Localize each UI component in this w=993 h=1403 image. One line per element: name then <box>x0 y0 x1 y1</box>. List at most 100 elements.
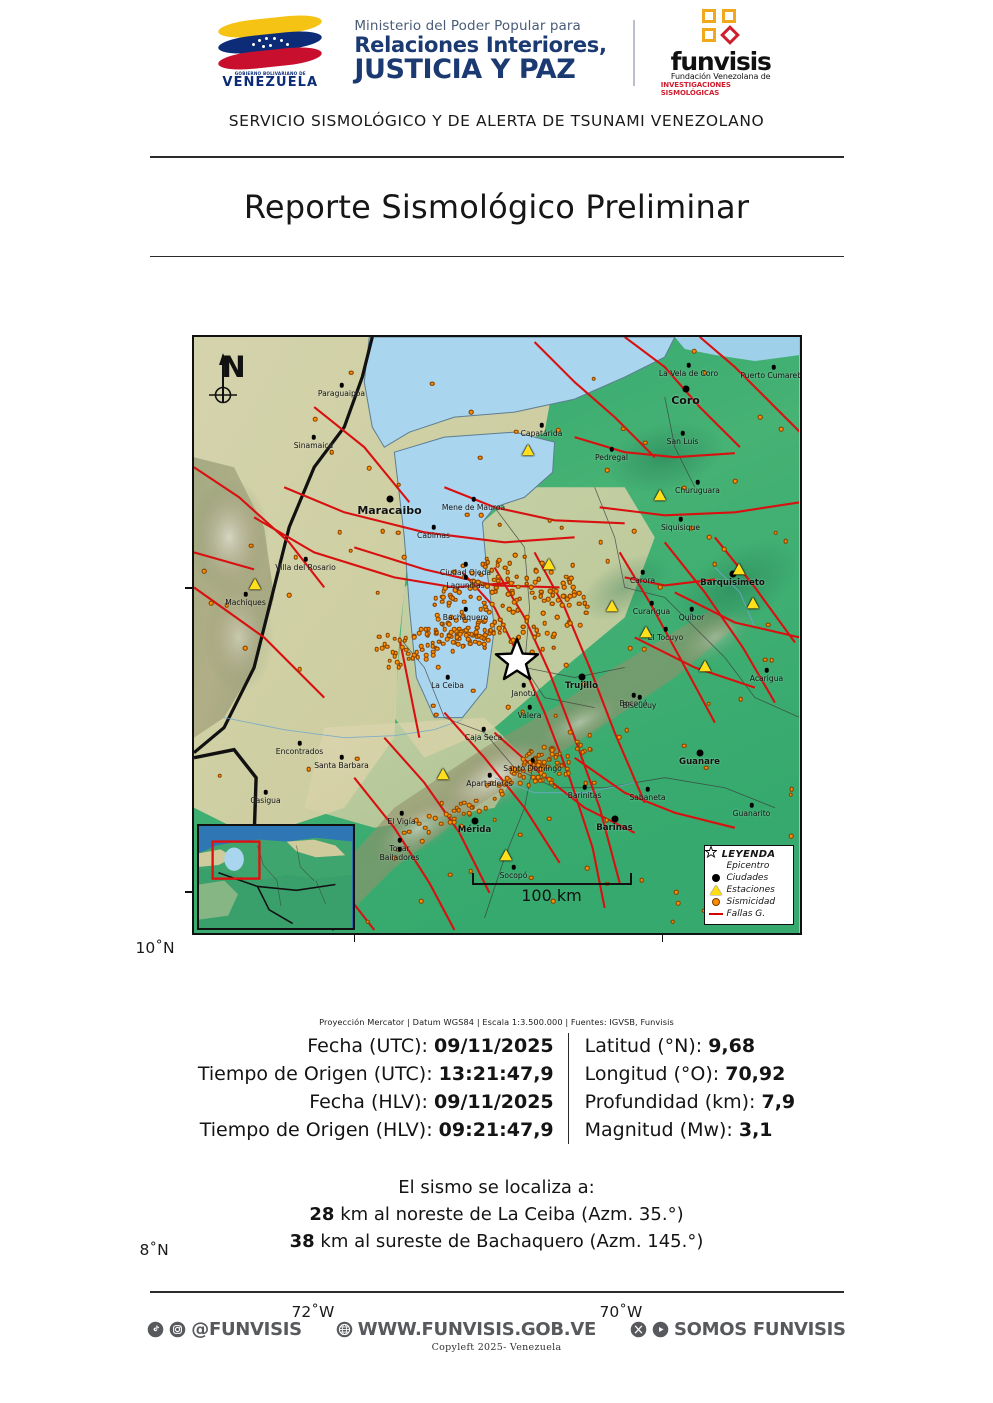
seismicity-point <box>424 632 430 637</box>
seismicity-point <box>354 756 360 761</box>
seismicity-point <box>495 562 500 568</box>
station-triangle-icon <box>605 600 618 612</box>
city-dot <box>645 786 650 792</box>
location-text-1: km al noreste de La Ceiba (Azm. 35.°) <box>340 1204 684 1226</box>
x-twitter-icon[interactable] <box>630 1321 647 1338</box>
seismicity-point <box>386 664 392 670</box>
social-group-instagram[interactable]: @FUNVISIS <box>147 1319 302 1340</box>
seismicity-point <box>477 640 482 646</box>
city-label: Apartaderos <box>466 779 513 789</box>
longitude-tick-70w: 70˚W <box>599 1303 643 1322</box>
seismicity-point <box>673 889 679 895</box>
city-dot <box>578 673 585 681</box>
seismicity-point <box>529 749 534 755</box>
seismicity-point <box>425 642 430 648</box>
seismicity-point <box>682 743 687 749</box>
seismicity-point <box>540 611 546 616</box>
city-dot <box>487 772 492 778</box>
instagram-icon[interactable] <box>169 1321 186 1338</box>
seismicity-point <box>565 766 570 771</box>
seismicity-point <box>468 594 474 600</box>
seismicity-point <box>577 601 582 606</box>
seismicity-point <box>676 901 681 906</box>
social-group-website[interactable]: WWW.FUNVISIS.GOB.VE <box>336 1319 596 1340</box>
city-dot <box>463 561 468 567</box>
social-label-instagram[interactable]: @FUNVISIS <box>191 1318 302 1340</box>
seismicity-point <box>495 574 501 580</box>
seismicity-point <box>365 919 370 925</box>
legend-label-epicentro: Epicentro <box>726 861 770 872</box>
seismicity-point <box>449 615 454 620</box>
tiktok-icon[interactable] <box>147 1321 164 1338</box>
social-label-youtube[interactable]: SOMOS FUNVISIS <box>673 1318 846 1340</box>
seismicity-point <box>522 554 527 560</box>
city-dot <box>511 864 516 870</box>
seismicity-map[interactable]: Paraguaipoa Sinamaica Maracaibo Villa del R… <box>191 335 802 936</box>
legend-title: LEYENDA <box>721 849 776 861</box>
seismicity-point <box>406 656 411 661</box>
city-dot <box>637 694 642 700</box>
city-dot <box>297 740 302 746</box>
seismicity-point <box>539 589 544 595</box>
seismicity-point <box>545 597 551 602</box>
divider-footer <box>149 1291 844 1293</box>
seismicity-point <box>733 478 738 484</box>
city-dot <box>445 674 450 680</box>
seismicity-point <box>567 580 572 585</box>
station-triangle-icon <box>732 563 745 575</box>
param-value: 70,92 <box>725 1063 786 1086</box>
seismicity-point <box>639 877 644 883</box>
latitude-tick-10n: 10˚N <box>135 939 175 958</box>
seismicity-point <box>397 637 402 643</box>
legend-label-fallas: Fallas G. <box>726 909 766 920</box>
seismicity-point <box>550 592 555 598</box>
copyleft-notice: Copyleft 2025- Venezuela <box>431 1341 562 1353</box>
seismicity-point <box>559 602 565 608</box>
seismicity-point <box>396 482 402 487</box>
city-label: Lagunillas <box>446 581 485 591</box>
seismicity-point <box>436 664 441 670</box>
param-value: 09:21:47,9 <box>438 1119 554 1142</box>
seismicity-point <box>591 780 597 785</box>
event-parameters: Fecha (UTC): 09/11/2025 Tiempo de Origen… <box>0 1033 993 1145</box>
city-label: Capatárida <box>520 429 563 439</box>
seismicity-point <box>477 455 483 460</box>
social-label-website[interactable]: WWW.FUNVISIS.GOB.VE <box>357 1318 596 1340</box>
seismicity-point <box>490 601 495 607</box>
seismicity-point <box>533 580 538 585</box>
seismicity-point <box>706 701 711 707</box>
seismicity-point <box>549 747 555 753</box>
seismicity-point <box>549 601 555 607</box>
city-dot <box>663 626 668 632</box>
seismicity-point <box>564 597 570 602</box>
seismicity-point <box>430 652 436 658</box>
station-triangle-icon <box>436 768 449 780</box>
seismicity-point <box>721 546 727 552</box>
seismicity-point <box>552 631 557 637</box>
city-label: Santo Domingo <box>503 764 562 774</box>
seismicity-point <box>520 624 526 629</box>
city-label: Churuguara <box>675 486 720 496</box>
seismicity-point <box>788 792 794 798</box>
inset-map-svg <box>198 826 353 929</box>
seismicity-point <box>464 512 470 517</box>
globe-icon[interactable] <box>336 1321 353 1338</box>
city-dot <box>686 362 691 368</box>
youtube-icon[interactable] <box>652 1321 669 1338</box>
seismicity-point <box>528 584 534 590</box>
seismicity-point <box>536 752 541 758</box>
city-label: Sinamaica <box>293 441 334 451</box>
seismicity-point <box>209 600 214 606</box>
social-group-youtube[interactable]: SOMOS FUNVISIS <box>630 1319 846 1340</box>
param-value: 3,1 <box>738 1119 773 1142</box>
param-label: Longitud (°O): <box>584 1063 720 1086</box>
seismicity-point <box>461 811 466 817</box>
seismicity-point <box>446 600 452 606</box>
seismicity-point <box>518 832 523 838</box>
seismicity-point <box>407 829 412 835</box>
seismicity-point <box>385 632 391 638</box>
seismicity-point <box>567 593 573 599</box>
city-dot <box>640 569 645 575</box>
city-dot <box>609 446 614 452</box>
seismicity-point <box>520 757 526 762</box>
